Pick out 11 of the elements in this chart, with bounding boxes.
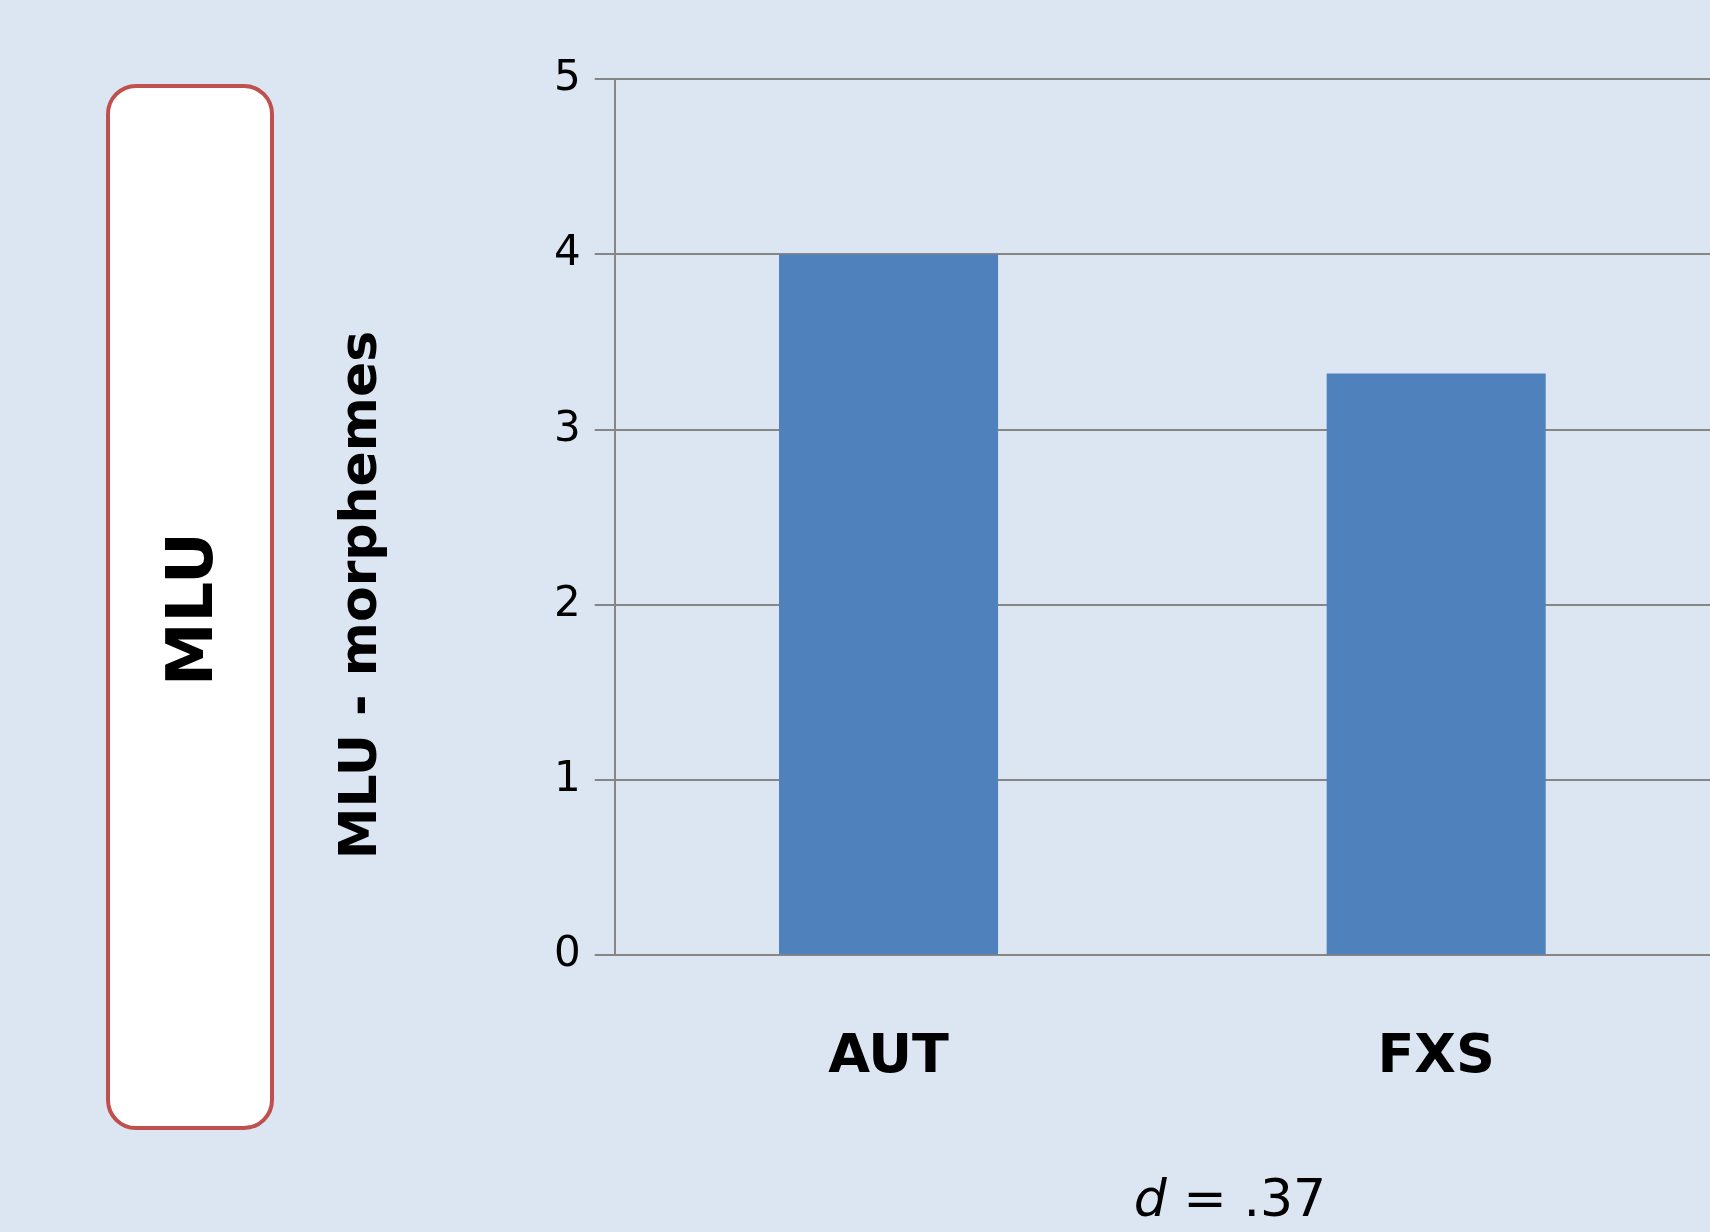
y-tick-label: 4 xyxy=(553,226,581,276)
y-tick-label: 2 xyxy=(553,576,581,626)
text: MLU xyxy=(153,531,227,687)
y-tick-label: 1 xyxy=(553,751,581,801)
text: d = .37 xyxy=(1133,1168,1327,1228)
x-tick-label: AUT xyxy=(828,1021,950,1085)
y-tick-label: 5 xyxy=(553,51,581,101)
x-tick-label: FXS xyxy=(1377,1021,1495,1085)
y-axis-title: MLU - morphemes xyxy=(328,330,388,860)
y-tick-label: 0 xyxy=(553,927,581,977)
y-tick-label: 3 xyxy=(553,401,581,451)
